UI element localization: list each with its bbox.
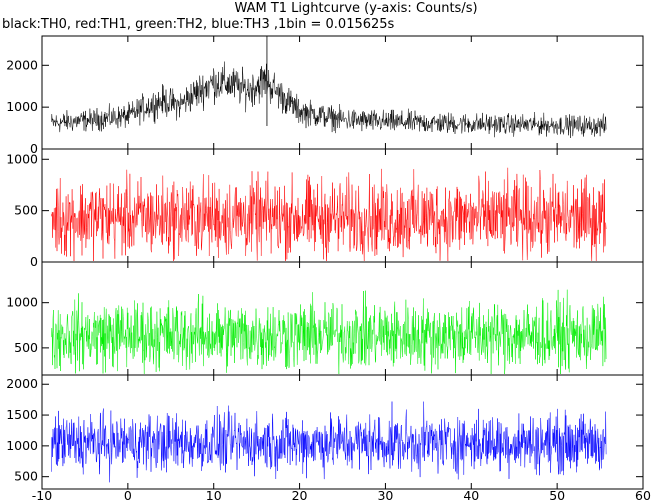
panel-frame	[41, 35, 644, 150]
series-line-th3	[51, 401, 607, 483]
y-tick-label: 1000	[6, 151, 38, 166]
y-tick-label: 500	[14, 469, 38, 484]
x-axis: -10 0 10 20 30 40 50 60	[32, 488, 651, 503]
y-tick-label: 2000	[6, 57, 38, 72]
figure-title: WAM T1 Lightcurve (y-axis: Counts/s)	[234, 1, 477, 16]
y-tick-label: 2000	[6, 376, 38, 391]
x-tick-label: 40	[463, 488, 479, 503]
figure-subtitle: black:TH0, red:TH1, green:TH2, blue:TH3 …	[2, 17, 395, 32]
series-line-th1	[51, 167, 607, 262]
x-tick-label: 0	[124, 488, 132, 503]
x-tick-label: 10	[206, 488, 222, 503]
x-tick-label: 50	[549, 488, 565, 503]
panel-th2: 500 1000	[6, 261, 644, 376]
panel-frame	[41, 261, 644, 376]
x-tick-label: 60	[635, 488, 651, 503]
y-tick-label: 500	[14, 340, 38, 355]
panel-frame	[41, 374, 644, 490]
panel-th1: 0 500 1000	[6, 148, 644, 269]
y-tick-label: 1000	[6, 295, 38, 310]
x-tick-label: 30	[377, 488, 393, 503]
y-tick-label: 1500	[6, 407, 38, 422]
x-tick-label: -10	[32, 488, 52, 503]
panel-th3: 500 1000 1500 2000	[6, 374, 644, 490]
panel-th0: 0 1000 2000	[6, 35, 644, 156]
y-tick-label: 500	[14, 203, 38, 218]
y-tick-label: 1000	[6, 438, 38, 453]
y-tick-label: 0	[30, 141, 38, 156]
y-tick-label: 1000	[6, 99, 38, 114]
series-line-th0	[51, 61, 607, 139]
series-line-th2	[51, 289, 607, 375]
x-tick-label: 20	[292, 488, 308, 503]
y-tick-label: 0	[30, 254, 38, 269]
